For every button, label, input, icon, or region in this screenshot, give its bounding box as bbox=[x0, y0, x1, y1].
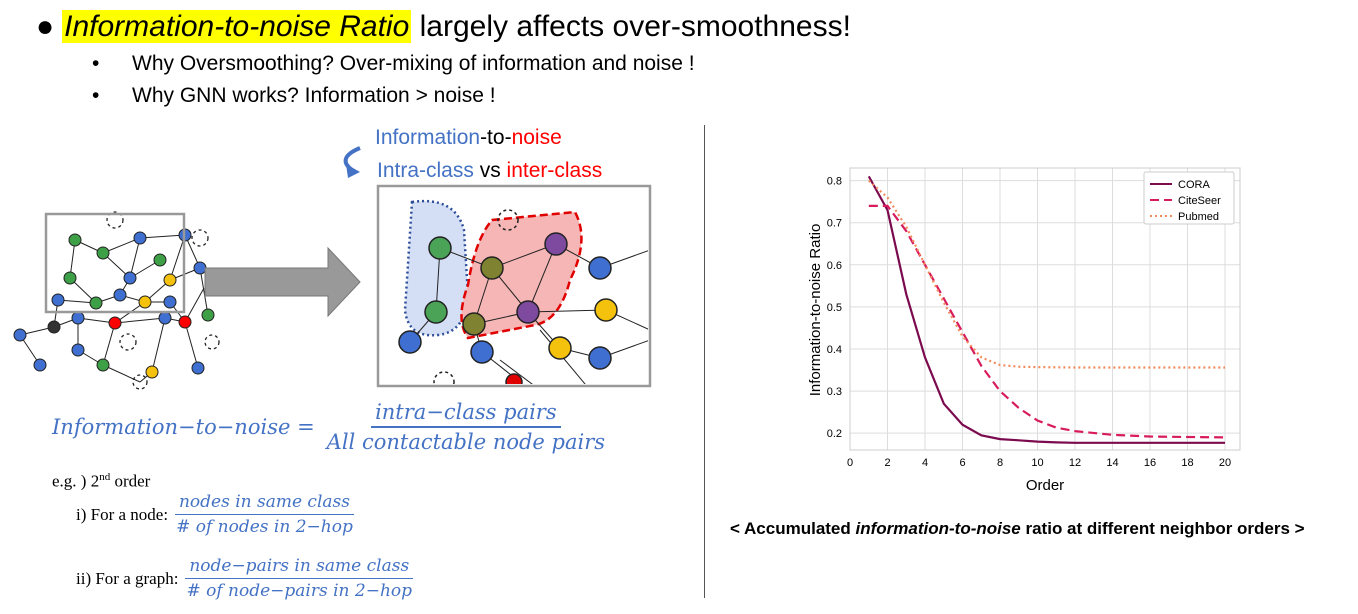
y-tick-label: 0.8 bbox=[827, 176, 842, 188]
x-tick-label: 2 bbox=[884, 457, 890, 469]
y-tick-label: 0.3 bbox=[827, 386, 842, 398]
graph-diagram bbox=[13, 146, 652, 390]
y-tick-label: 0.6 bbox=[827, 260, 842, 272]
x-tick-label: 18 bbox=[1181, 457, 1193, 469]
graph-fraction: node−pairs in same class # of node−pairs… bbox=[185, 556, 414, 601]
plot-frame bbox=[849, 167, 1241, 451]
x-tick-label: 6 bbox=[959, 457, 965, 469]
node-fraction: nodes in same class # of nodes in 2−hop bbox=[174, 492, 354, 537]
x-tick-label: 8 bbox=[997, 457, 1003, 469]
line-chart: 0 2 4 6 8 10 12 14 16 18 20 0.2 0.3 0.4 0.5 0.6 0.7 0.8 O… bbox=[807, 167, 1241, 494]
series-line-pubmed bbox=[868, 179, 1225, 369]
legend-label-cora: CORA bbox=[1178, 179, 1210, 191]
slide-title: ● Information-to-noise Ratio largely affe… bbox=[36, 10, 851, 44]
legend-label-citeseer: CiteSeer bbox=[1178, 195, 1221, 207]
x-tick-label: 14 bbox=[1106, 457, 1118, 469]
concept-line-2: Intra-class vs inter-class bbox=[377, 159, 603, 182]
y-tick-label: 0.5 bbox=[827, 302, 842, 314]
x-tick-label: 0 bbox=[847, 457, 853, 469]
title-rest: largely affects over-smoothness! bbox=[411, 10, 851, 43]
x-tick-label: 10 bbox=[1031, 457, 1043, 469]
zoom-arrow-icon bbox=[204, 246, 361, 318]
y-tick-label: 0.7 bbox=[827, 218, 842, 230]
x-tick-label: 20 bbox=[1219, 457, 1231, 469]
main-formula: Information−to−noise = intra−class pairs… bbox=[52, 400, 609, 454]
x-tick-label: 12 bbox=[1069, 457, 1081, 469]
example-label: e.g. ) 2nd order bbox=[52, 471, 151, 491]
selection-box bbox=[44, 212, 186, 314]
bullet-dot: ● bbox=[36, 10, 55, 43]
chart-legend: CORA CiteSeer Pubmed bbox=[1143, 171, 1235, 225]
series-line-cora bbox=[867, 175, 1225, 444]
example-graph: ii) For a graph: node−pairs in same clas… bbox=[76, 556, 416, 601]
formula-denominator: All contactable node pairs bbox=[326, 430, 606, 454]
y-axis-label: Information-to-noise Ratio bbox=[807, 224, 824, 397]
chart-caption: < Accumulated information-to-noise ratio… bbox=[730, 519, 1305, 538]
curved-arrow-head-icon bbox=[346, 164, 360, 178]
vertical-divider bbox=[704, 125, 705, 598]
series-line-citeseer bbox=[868, 204, 1226, 439]
legend-label-pubmed: Pubmed bbox=[1178, 211, 1219, 223]
bullet-gnn-works: • Why GNN works? Information > noise ! bbox=[92, 84, 496, 107]
x-axis-label: Order bbox=[1026, 477, 1064, 494]
concept-line-1: Information-to-noise bbox=[375, 126, 562, 149]
y-tick-label: 0.2 bbox=[827, 428, 842, 440]
title-highlight: Information-to-noise Ratio bbox=[62, 10, 412, 43]
bullet-oversmoothing: • Why Oversmoothing? Over-mixing of infor… bbox=[92, 52, 695, 75]
x-tick-label: 4 bbox=[922, 457, 928, 469]
formula-numerator: intra−class pairs bbox=[371, 400, 561, 428]
y-tick-label: 0.4 bbox=[827, 344, 842, 356]
example-node: i) For a node: nodes in same class # of … bbox=[76, 492, 357, 537]
formula-fraction: intra−class pairs All contactable node p… bbox=[323, 400, 609, 454]
formula-lhs: Information−to−noise = bbox=[52, 415, 315, 439]
x-tick-label: 16 bbox=[1144, 457, 1156, 469]
